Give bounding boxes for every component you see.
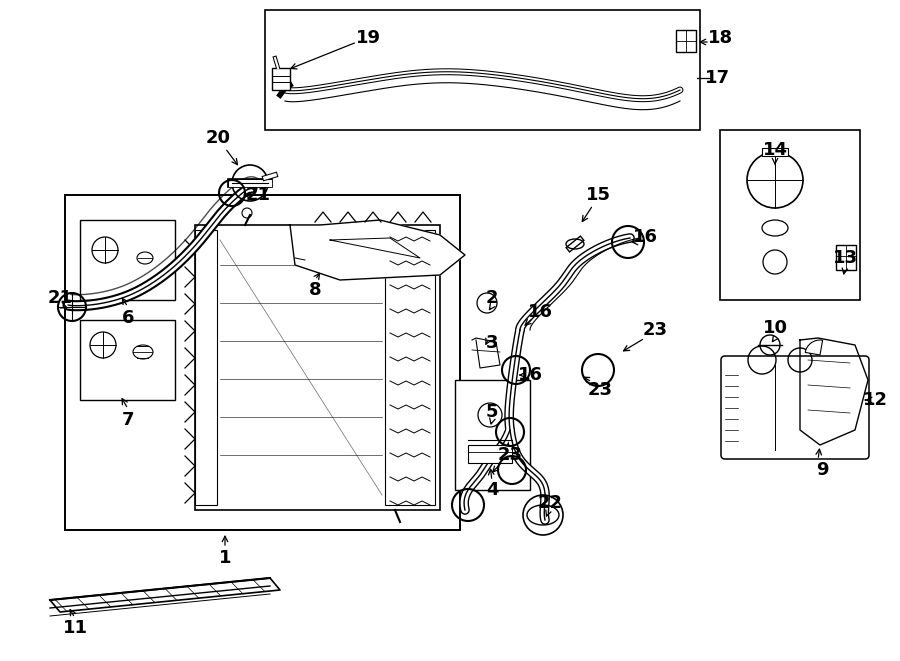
Text: 17: 17 bbox=[705, 69, 730, 87]
Text: 16: 16 bbox=[518, 366, 543, 384]
Text: 9: 9 bbox=[815, 461, 828, 479]
Text: 16: 16 bbox=[633, 228, 658, 246]
Text: 22: 22 bbox=[537, 494, 562, 512]
Bar bbox=[455, 380, 530, 490]
Text: 18: 18 bbox=[707, 29, 733, 47]
Text: 23: 23 bbox=[588, 381, 613, 399]
Text: 10: 10 bbox=[762, 319, 788, 337]
Bar bbox=[676, 30, 696, 52]
Bar bbox=[720, 130, 860, 300]
Polygon shape bbox=[290, 220, 465, 280]
Text: 20: 20 bbox=[205, 129, 230, 147]
Bar bbox=[195, 225, 440, 510]
Text: 2: 2 bbox=[486, 289, 499, 307]
Text: 1: 1 bbox=[219, 549, 231, 567]
Text: 15: 15 bbox=[586, 186, 610, 204]
Bar bbox=[836, 245, 856, 270]
Bar bbox=[468, 445, 512, 463]
Text: 4: 4 bbox=[486, 481, 499, 499]
Text: 19: 19 bbox=[356, 29, 381, 47]
Text: 6: 6 bbox=[122, 309, 134, 327]
Text: 23: 23 bbox=[498, 446, 523, 464]
Bar bbox=[195, 230, 217, 505]
Bar bbox=[65, 195, 460, 530]
Text: 16: 16 bbox=[527, 303, 553, 321]
Bar bbox=[762, 148, 788, 156]
Bar bbox=[272, 68, 290, 90]
Text: 11: 11 bbox=[62, 619, 87, 637]
Bar bbox=[80, 320, 175, 400]
Text: 7: 7 bbox=[122, 411, 134, 429]
Text: 23: 23 bbox=[643, 321, 668, 339]
Polygon shape bbox=[800, 338, 868, 445]
Text: 13: 13 bbox=[832, 249, 858, 267]
Wedge shape bbox=[806, 340, 823, 355]
Text: 8: 8 bbox=[309, 281, 321, 299]
Text: 21: 21 bbox=[48, 289, 73, 307]
Text: 21: 21 bbox=[246, 186, 271, 204]
Polygon shape bbox=[50, 578, 280, 612]
Text: 3: 3 bbox=[486, 334, 499, 352]
FancyBboxPatch shape bbox=[721, 356, 869, 459]
Text: 5: 5 bbox=[486, 403, 499, 421]
Bar bbox=[385, 230, 435, 505]
Bar bbox=[265, 10, 700, 130]
Polygon shape bbox=[472, 338, 500, 368]
Bar bbox=[80, 220, 175, 300]
Text: 14: 14 bbox=[762, 141, 788, 159]
Text: 12: 12 bbox=[862, 391, 887, 409]
